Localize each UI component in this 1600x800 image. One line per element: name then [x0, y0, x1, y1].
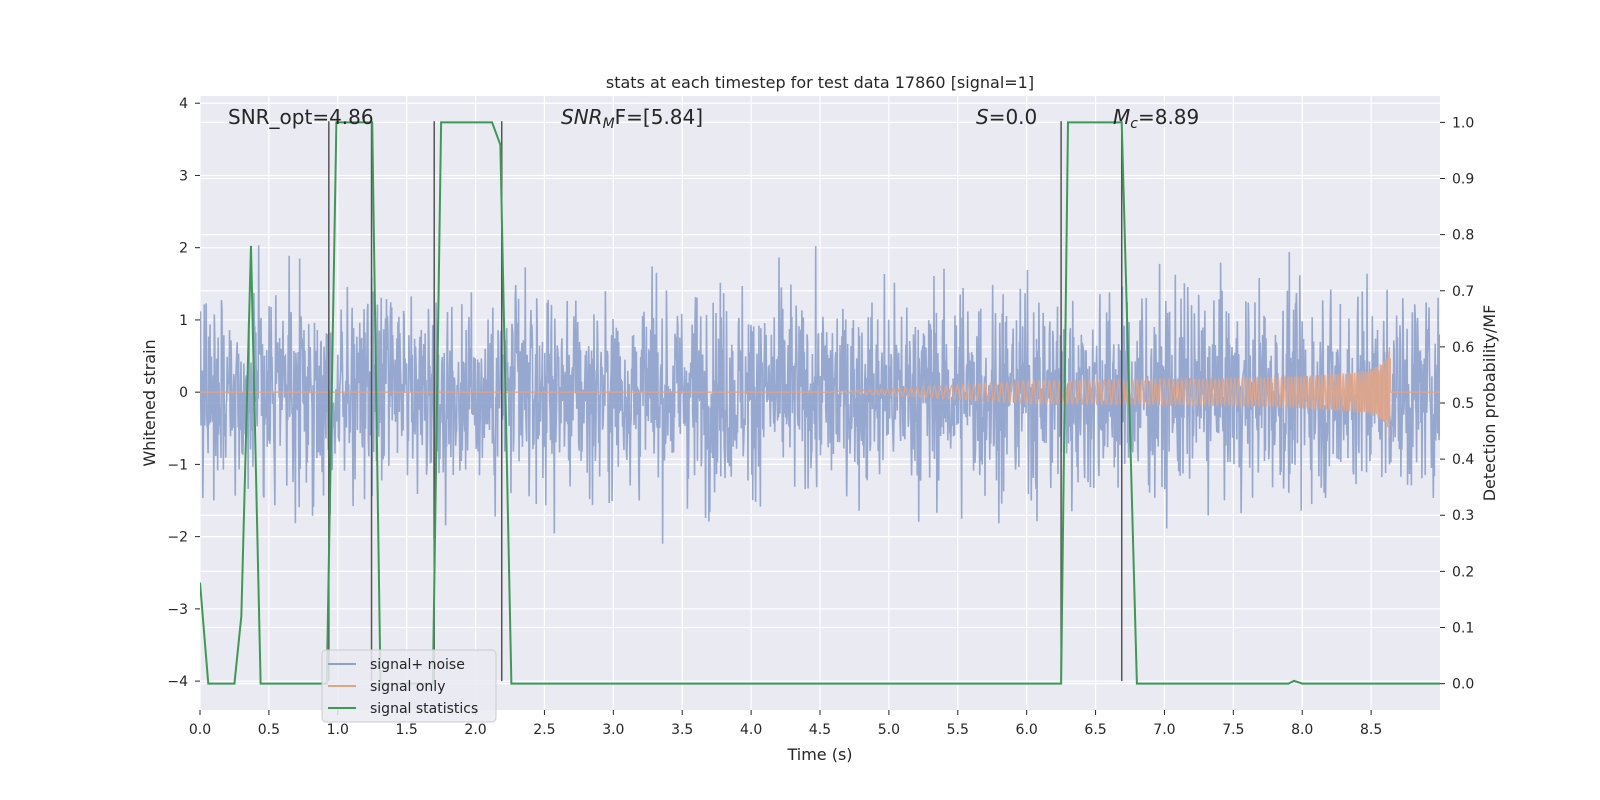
y2-axis-ticks: 1.0 0.9 0.8 0.7 0.6 0.5 0.4 0.3 0.2 0.1 0.0 [1440, 115, 1474, 693]
x-axis-label: Time (s) [786, 745, 852, 764]
y-axis-label: Whitened strain [140, 339, 159, 466]
annotation-s: S=0.0 [976, 105, 1037, 129]
series-signal-plus-noise [200, 245, 1440, 544]
y2-tick-label: 0.2 [1452, 564, 1474, 580]
x-tick-label: 8.0 [1291, 722, 1313, 738]
y-tick-label: −4 [167, 674, 188, 690]
x-tick-label: 2.5 [533, 722, 555, 738]
series-signal-statistics [200, 121, 1440, 685]
x-tick-label: 0.5 [258, 722, 280, 738]
x-tick-label: 1.0 [327, 722, 349, 738]
y2-tick-label: 0.9 [1452, 172, 1474, 188]
x-tick-label: 6.0 [1016, 722, 1038, 738]
y2-tick-label: 0.8 [1452, 228, 1474, 244]
x-axis-ticks: 0.0 0.5 1.0 1.5 2.0 2.5 3.0 3.5 4.0 4.5 5.0 5.5 6.0 6… [189, 710, 1382, 738]
y2-tick-label: 0.1 [1452, 620, 1474, 636]
y-axis-ticks: 4 3 2 1 0 −1 −2 −3 −4 [167, 96, 200, 690]
y-tick-label: 4 [179, 96, 188, 112]
legend-entry-signal-statistics: signal statistics [370, 701, 478, 717]
y2-tick-label: 0.4 [1452, 452, 1474, 468]
x-tick-label: 4.0 [740, 722, 762, 738]
x-tick-label: 4.5 [809, 722, 831, 738]
series-signal-only [200, 347, 1440, 438]
y-tick-label: 0 [179, 385, 188, 401]
chart-title: stats at each timestep for test data 178… [606, 73, 1034, 92]
x-tick-label: 6.5 [1084, 722, 1106, 738]
x-tick-label: 1.5 [396, 722, 418, 738]
y-tick-label: −2 [167, 530, 188, 546]
y2-tick-label: 1.0 [1452, 115, 1474, 131]
annotation-mc: Mc=8.89 [1113, 105, 1199, 132]
legend: signal+ noise signal only signal statist… [321, 649, 497, 723]
x-tick-label: 5.5 [947, 722, 969, 738]
x-tick-label: 3.5 [671, 722, 693, 738]
annotation-snr-mf: SNRMF=[5.84] [561, 105, 703, 132]
y-tick-label: 3 [179, 168, 188, 184]
legend-entry-signal-only: signal only [370, 679, 445, 695]
x-tick-label: 5.0 [878, 722, 900, 738]
legend-box [321, 649, 497, 723]
x-tick-label: 8.5 [1360, 722, 1382, 738]
y-tick-label: 1 [179, 313, 188, 329]
y2-tick-label: 0.0 [1452, 677, 1474, 693]
x-tick-label: 0.0 [189, 722, 211, 738]
y-tick-label: −1 [167, 457, 188, 473]
x-tick-label: 2.0 [464, 722, 486, 738]
x-tick-label: 7.0 [1153, 722, 1175, 738]
legend-entry-signal-plus-noise: signal+ noise [370, 657, 465, 673]
y2-tick-label: 0.7 [1452, 284, 1474, 300]
y-tick-label: 2 [179, 241, 188, 257]
y2-tick-label: 0.3 [1452, 508, 1474, 524]
y2-tick-label: 0.6 [1452, 340, 1474, 356]
x-tick-label: 7.5 [1222, 722, 1244, 738]
x-tick-label: 3.0 [602, 722, 624, 738]
y-tick-label: −3 [167, 602, 188, 618]
y2-tick-label: 0.5 [1452, 396, 1474, 412]
y2-axis-label: Detection probability/MF [1480, 305, 1499, 502]
annotation-snr-opt: SNR_opt=4.86 [228, 105, 374, 129]
